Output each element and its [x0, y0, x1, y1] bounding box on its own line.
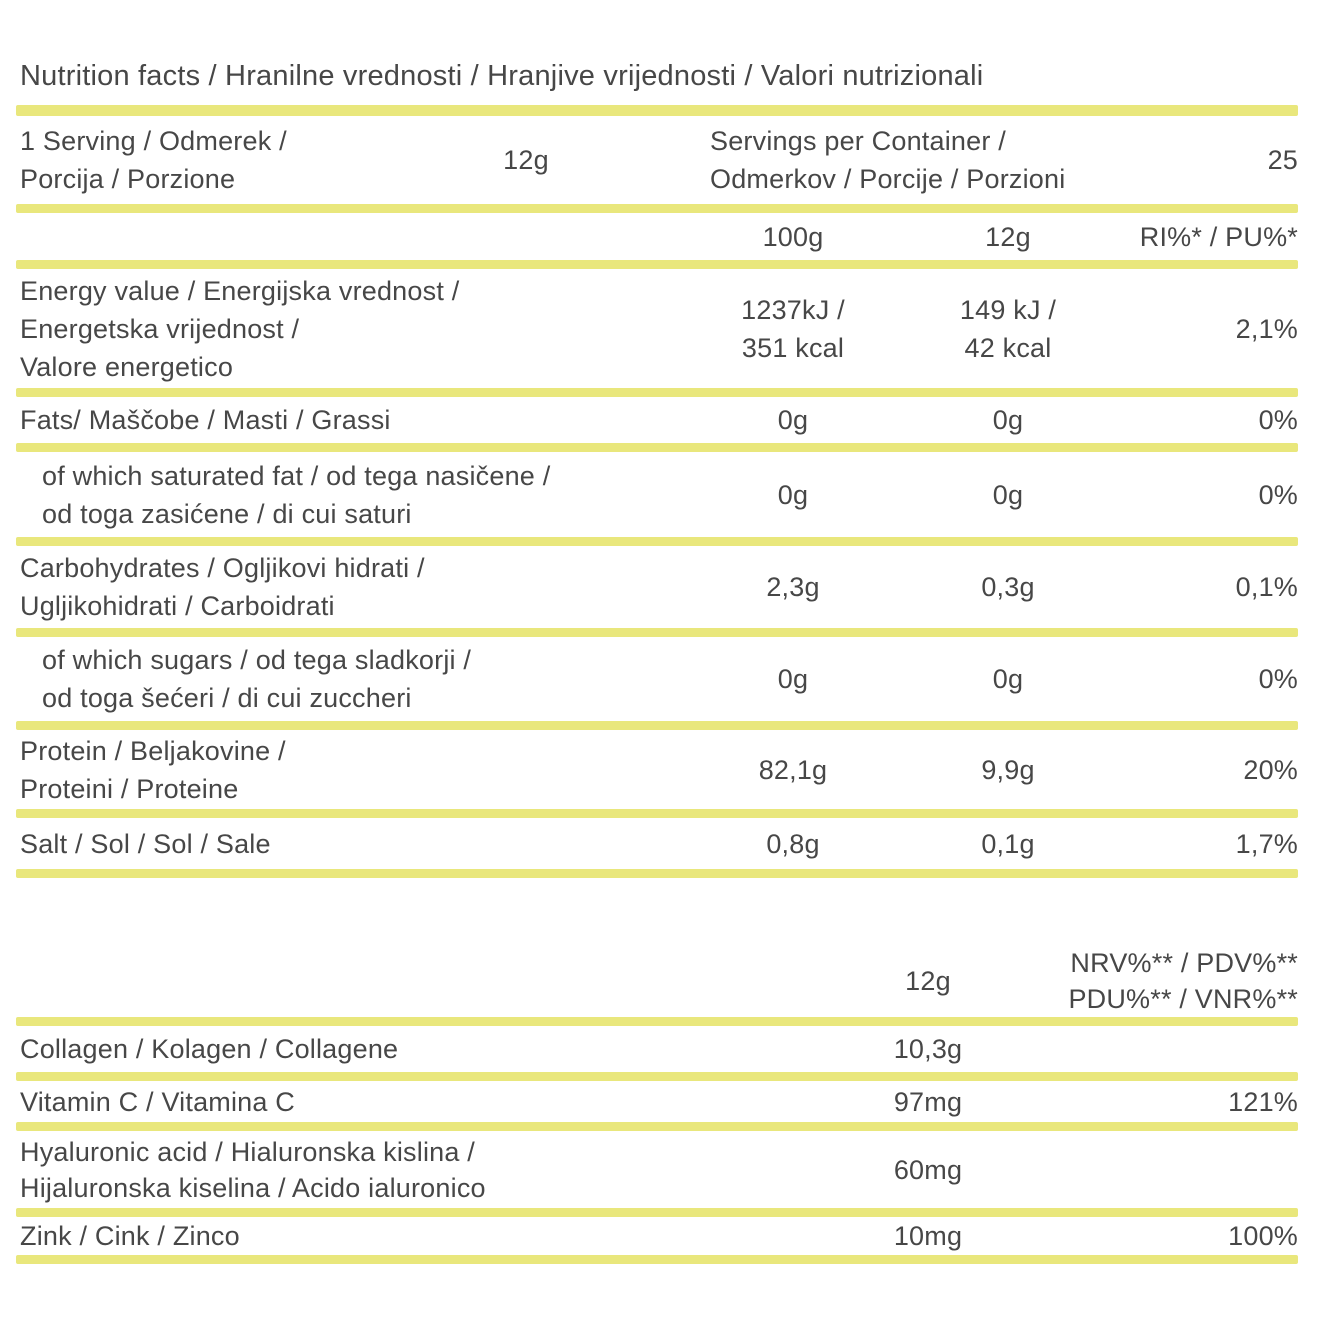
divider	[16, 1072, 1298, 1081]
ri-percent: 0%	[1258, 479, 1298, 510]
value-per-serving: 10,3g	[893, 1034, 963, 1064]
servings-per-container-value: 25	[1267, 145, 1298, 175]
nutrient-row-fats: Fats/ Maščobe / Masti / Grassi 0g 0g 0%	[16, 397, 1298, 443]
value-per-serving: 149 kJ / 42 kcal	[959, 294, 1057, 363]
supplement-header-row: 12g NRV%** / PDV%** PDU%** / VNR%**	[16, 945, 1298, 1017]
nutrient-row-carbohydrates: Carbohydrates / Ogljikovi hidrati / Uglj…	[16, 546, 1298, 628]
divider	[16, 809, 1298, 818]
supplement-row-hyaluronic-acid: Hyaluronic acid / Hialuronska kislina / …	[16, 1131, 1298, 1208]
ri-percent: 0,1%	[1235, 572, 1298, 602]
column-header-12g: 12g	[985, 221, 1031, 252]
nrv-percent: 100%	[1228, 1221, 1298, 1251]
divider	[16, 443, 1298, 452]
column-header-row: 100g 12g RI%* / PU%*	[16, 213, 1298, 260]
serving-size-label: 1 Serving / Odmerek / Porcija / Porzione	[20, 126, 287, 194]
section-gap	[16, 878, 1298, 945]
value-per-serving: 0,1g	[981, 828, 1035, 859]
column-header-ri: RI%* / PU%*	[1139, 221, 1298, 252]
value-per-100g: 2,3g	[766, 572, 820, 602]
nutrient-label: Salt / Sol / Sol / Sale	[20, 828, 271, 859]
ri-percent: 0%	[1258, 664, 1298, 694]
supplement-row-collagen: Collagen / Kolagen / Collagene 10,3g	[16, 1026, 1298, 1072]
serving-row: 1 Serving / Odmerek / Porcija / Porzione…	[16, 116, 1298, 204]
nutrient-row-protein: Protein / Beljakovine / Proteini / Prote…	[16, 730, 1298, 809]
divider	[16, 1255, 1298, 1264]
ri-percent: 1,7%	[1235, 828, 1298, 859]
ri-percent: 2,1%	[1235, 313, 1298, 344]
supplement-row-vitamin-c: Vitamin C / Vitamina C 97mg 121%	[16, 1081, 1298, 1122]
divider	[16, 721, 1298, 730]
supplement-label: Collagen / Kolagen / Collagene	[20, 1034, 399, 1064]
ri-percent: 20%	[1243, 754, 1298, 785]
supplement-row-zinc: Zink / Cink / Zinco 10mg 100%	[16, 1217, 1298, 1255]
value-per-serving: 9,9g	[981, 754, 1035, 785]
nutrient-label: Protein / Beljakovine / Proteini / Prote…	[20, 735, 286, 804]
divider	[16, 1017, 1298, 1026]
nutrient-row-saturated-fat: of which saturated fat / od tega nasičen…	[16, 452, 1298, 537]
serving-size-value: 12g	[503, 145, 549, 175]
value-per-serving: 0g	[992, 405, 1024, 435]
value-per-serving: 60mg	[893, 1154, 963, 1185]
divider	[16, 260, 1298, 269]
supplement-header-nrv: NRV%** / PDV%** PDU%** / VNR%**	[1068, 948, 1298, 1014]
nrv-percent: 121%	[1228, 1086, 1298, 1117]
value-per-100g: 0,8g	[766, 828, 820, 859]
nutrient-label: of which sugars / od tega sladkorji / od…	[42, 645, 472, 713]
divider	[16, 628, 1298, 637]
divider	[16, 204, 1298, 213]
nutrient-label: Carbohydrates / Ogljikovi hidrati / Uglj…	[20, 553, 425, 621]
nutrient-row-sugars: of which sugars / od tega sladkorji / od…	[16, 637, 1298, 721]
value-per-100g: 0g	[777, 479, 809, 510]
column-header-100g: 100g	[762, 221, 824, 252]
value-per-serving: 97mg	[893, 1086, 963, 1117]
value-per-serving: 0g	[992, 664, 1024, 694]
nutrient-label: of which saturated fat / od tega nasičen…	[42, 460, 551, 529]
divider	[16, 869, 1298, 878]
divider	[16, 537, 1298, 546]
value-per-100g: 1237kJ / 351 kcal	[741, 294, 845, 363]
value-per-serving: 0,3g	[981, 572, 1035, 602]
divider	[16, 1208, 1298, 1217]
value-per-serving: 0g	[992, 479, 1024, 510]
supplement-header-12g: 12g	[905, 966, 951, 996]
divider	[16, 388, 1298, 397]
value-per-100g: 82,1g	[758, 754, 828, 785]
nutrition-title: Nutrition facts / Hranilne vrednosti / H…	[20, 60, 984, 92]
ri-percent: 0%	[1258, 405, 1298, 435]
divider	[16, 105, 1298, 116]
servings-per-container-label: Servings per Container / Odmerkov / Porc…	[710, 126, 1066, 194]
value-per-100g: 0g	[777, 405, 809, 435]
nutrient-label: Energy value / Energijska vrednost / Ene…	[20, 275, 460, 382]
supplement-label: Vitamin C / Vitamina C	[20, 1086, 296, 1117]
nutrient-row-salt: Salt / Sol / Sol / Sale 0,8g 0,1g 1,7%	[16, 818, 1298, 869]
nutrient-row-energy: Energy value / Energijska vrednost / Ene…	[16, 269, 1298, 388]
divider	[16, 1122, 1298, 1131]
value-per-100g: 0g	[777, 664, 809, 694]
nutrient-label: Fats/ Maščobe / Masti / Grassi	[20, 405, 391, 435]
supplement-label: Zink / Cink / Zinco	[20, 1221, 240, 1251]
value-per-serving: 10mg	[893, 1221, 963, 1251]
supplement-label: Hyaluronic acid / Hialuronska kislina / …	[20, 1136, 486, 1203]
